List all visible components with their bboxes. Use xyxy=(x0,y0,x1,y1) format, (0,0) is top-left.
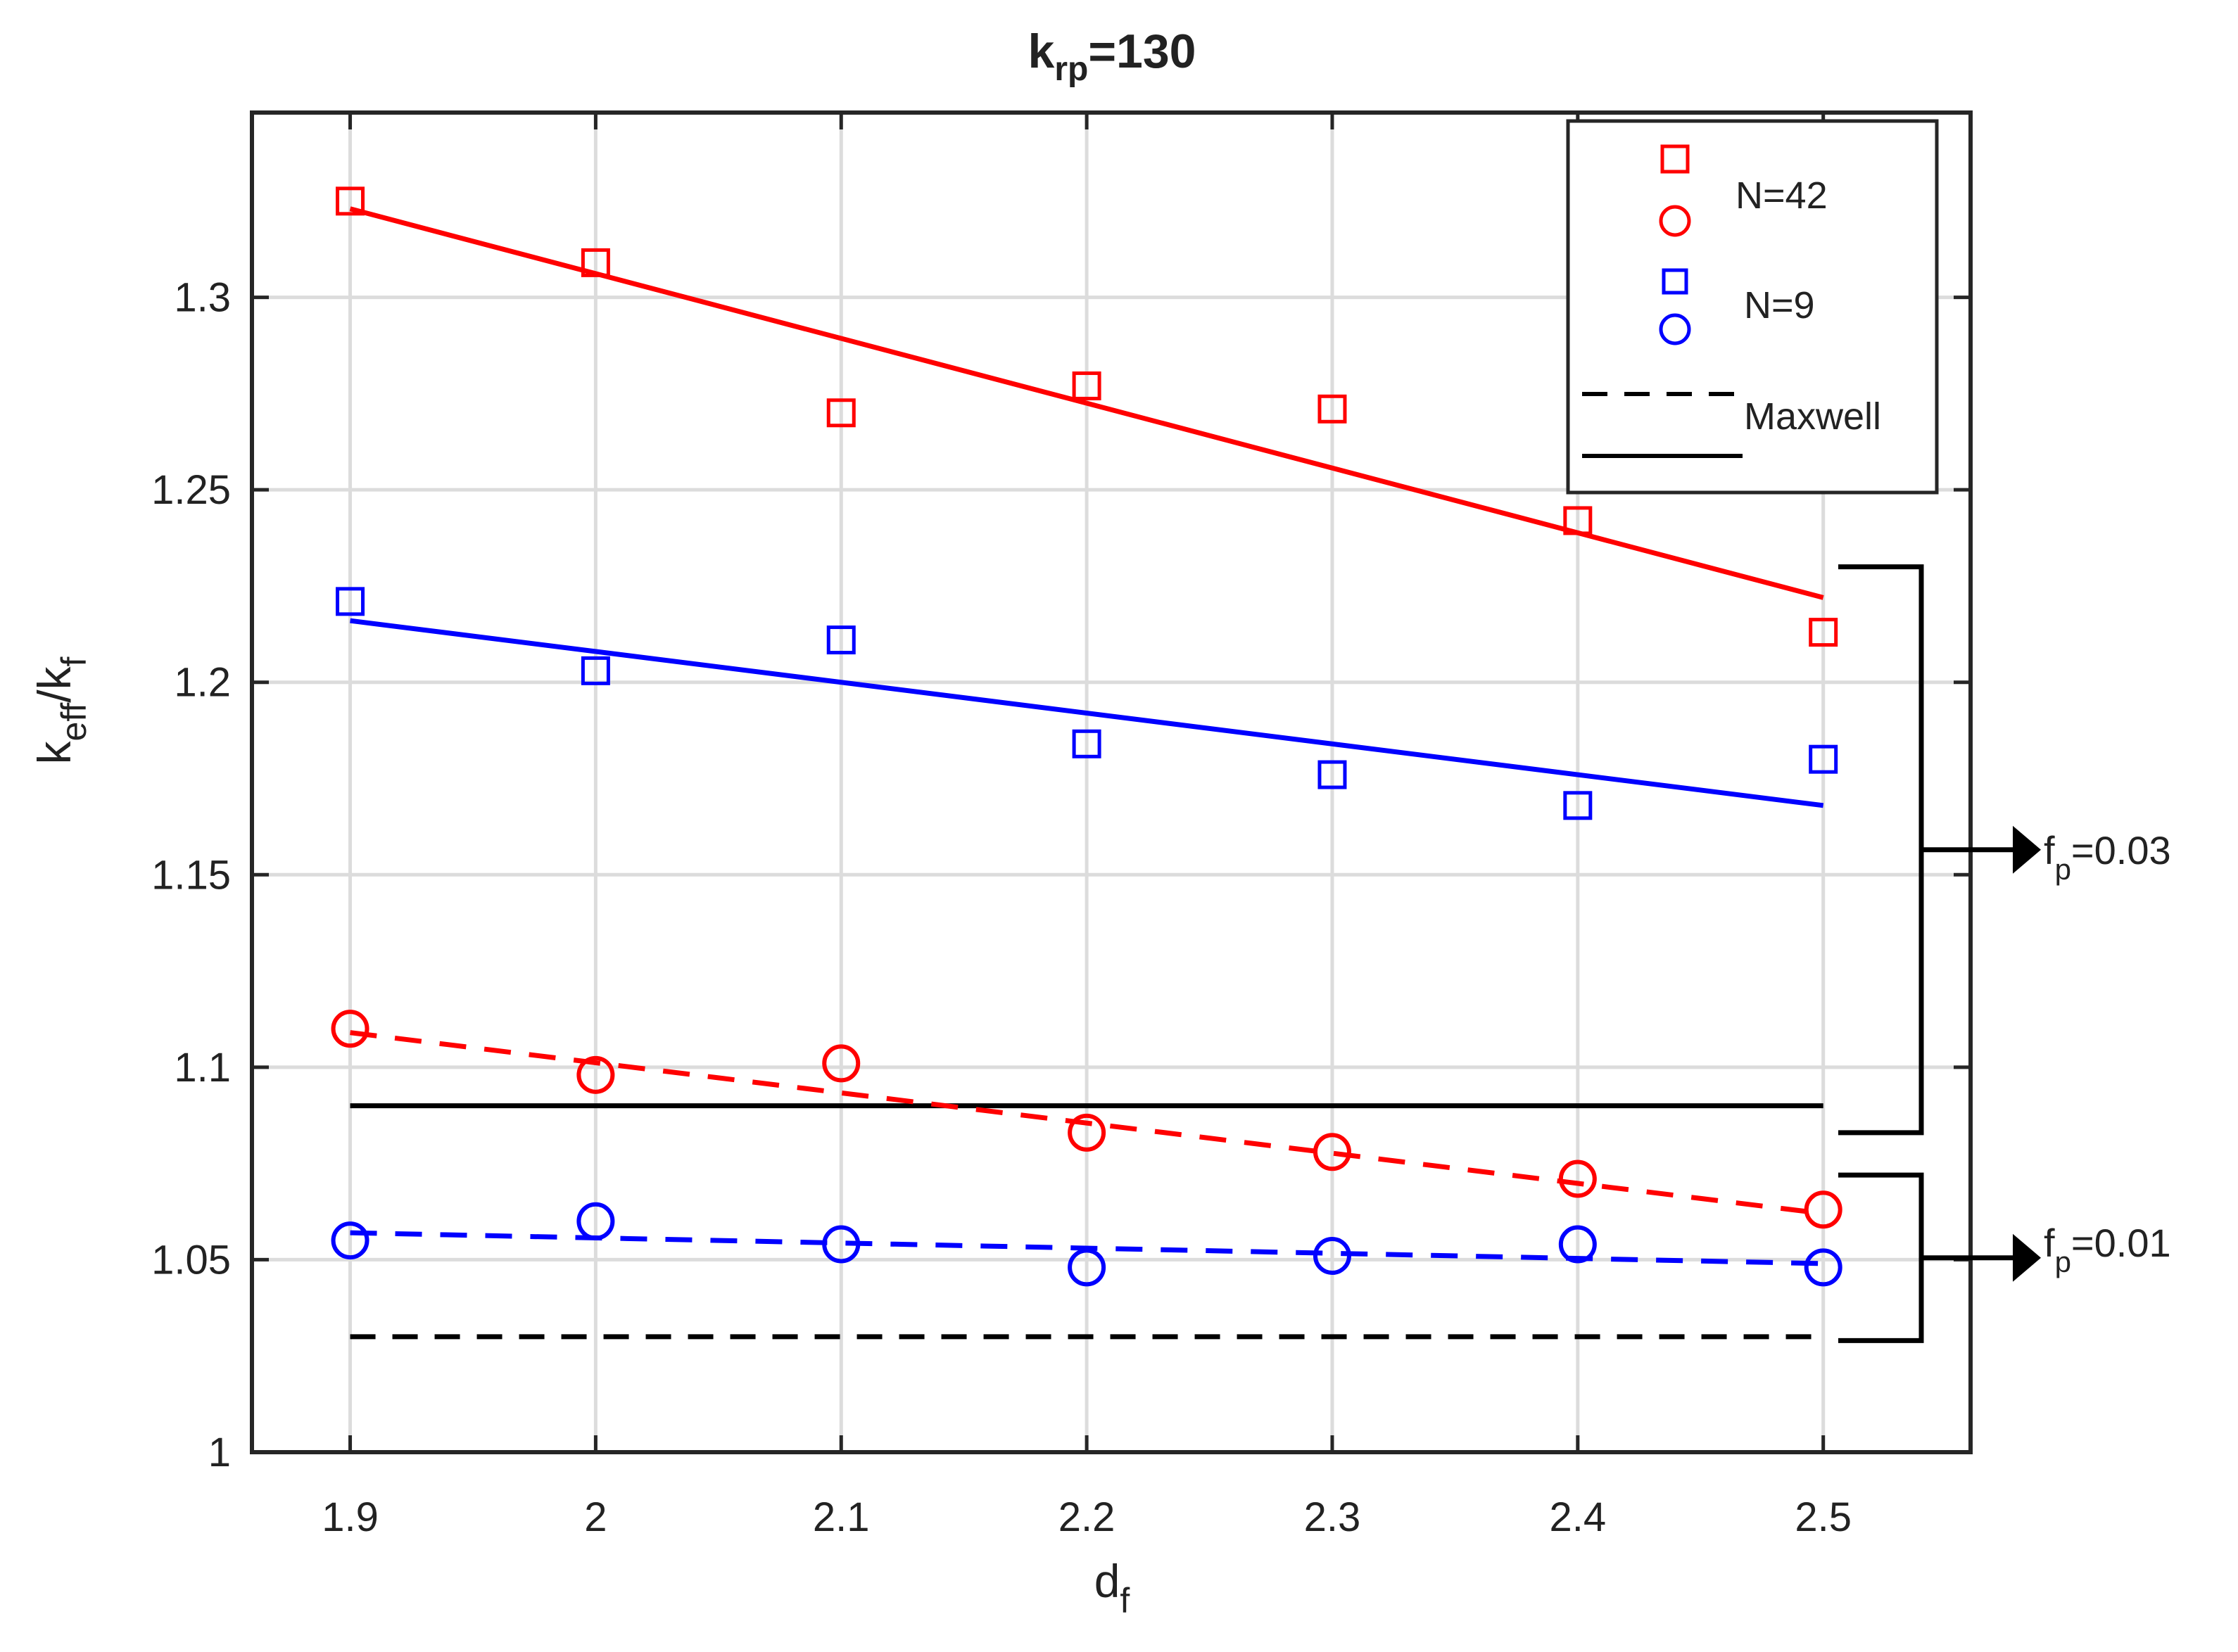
fit-line xyxy=(350,618,1824,808)
data-point-circle xyxy=(822,1225,861,1264)
annotation-fp-003-main: f xyxy=(2044,828,2055,872)
plot-frame xyxy=(250,110,1973,1454)
x-axis-label: df xyxy=(1094,1555,1130,1620)
arrow-head-icon xyxy=(2013,825,2041,874)
data-point-square xyxy=(1563,506,1593,535)
data-point-square xyxy=(1072,729,1101,758)
data-point-circle xyxy=(1313,1133,1351,1171)
x-tick-label: 2.5 xyxy=(1795,1494,1852,1540)
x-tick-label: 2.3 xyxy=(1304,1494,1361,1540)
y-tick-label: 1.05 xyxy=(151,1237,231,1283)
data-point-circle xyxy=(1804,1248,1842,1287)
data-point-square xyxy=(826,398,856,428)
data-points xyxy=(331,186,1842,1287)
legend: N=42 N=9 Maxwell xyxy=(1566,119,1939,495)
annotation-fp-001-main: f xyxy=(2044,1221,2055,1265)
data-point-square xyxy=(336,186,365,216)
x-axis-label-sub: f xyxy=(1120,1581,1130,1620)
data-point-circle xyxy=(1313,1236,1351,1275)
x-axis-label-main: d xyxy=(1094,1555,1120,1607)
annotation-fp-003-suffix: =0.03 xyxy=(2071,828,2171,872)
data-point-square xyxy=(1809,744,1838,774)
x-tick-label: 2.1 xyxy=(813,1494,870,1540)
data-point-circle xyxy=(331,1010,369,1048)
data-point-circle xyxy=(331,1221,369,1260)
annotation-fp-001-sub: p xyxy=(2055,1245,2071,1278)
data-point-circle xyxy=(576,1202,615,1240)
data-point-circle xyxy=(1558,1159,1597,1198)
legend-label-n9: N=9 xyxy=(1744,284,1815,326)
legend-circle-blue-icon xyxy=(1659,313,1691,345)
reference-lines xyxy=(350,1103,1823,1340)
grid xyxy=(252,113,1971,1452)
x-tick-label: 2.2 xyxy=(1058,1494,1115,1540)
data-point-circle xyxy=(1068,1248,1106,1287)
data-point-circle xyxy=(822,1044,861,1083)
arrow-head-icon xyxy=(2013,1233,2041,1282)
data-point-square xyxy=(1317,760,1347,789)
data-point-square xyxy=(581,656,610,685)
annotation-label-fp-003: fp=0.03 xyxy=(2044,828,2171,886)
chart-title: krp=130 xyxy=(1028,25,1196,88)
x-tick-label: 2 xyxy=(584,1494,607,1540)
annotation-label-fp-001: fp=0.01 xyxy=(2044,1221,2171,1278)
x-tick-label: 2.4 xyxy=(1550,1494,1607,1540)
y-axis-label-sub2: f xyxy=(54,656,94,666)
chart-title-sub: rp xyxy=(1054,51,1088,88)
y-tick-label: 1.25 xyxy=(151,467,231,513)
y-axis-label-sub1: eff xyxy=(54,703,94,742)
x-tick-label: 1.9 xyxy=(322,1494,379,1540)
y-tick-label: 1.15 xyxy=(151,852,231,898)
data-point-square xyxy=(1809,618,1838,647)
ticks: 1.9 2 2.1 2.2 2.3 2.4 2.5 1 1.05 1.1 1.15 1.2 1.25 1.… xyxy=(151,113,1971,1540)
annotation-fp-003-sub: p xyxy=(2055,853,2071,886)
legend-square-red-icon xyxy=(1660,144,1690,174)
data-point-square xyxy=(826,625,856,655)
data-point-circle xyxy=(1558,1225,1597,1264)
y-axis-label-main: k xyxy=(28,740,80,764)
annotation-fp-001-suffix: =0.01 xyxy=(2071,1221,2171,1265)
y-axis-label-mid: /k xyxy=(28,666,80,702)
data-point-square xyxy=(1072,371,1101,400)
data-point-square xyxy=(336,587,365,616)
fit-line xyxy=(350,1030,1824,1216)
y-axis-label: keff/kf xyxy=(28,656,94,764)
bracket-annotations xyxy=(1838,564,2041,1343)
data-point-square xyxy=(1563,791,1593,820)
legend-circle-red-icon xyxy=(1659,205,1691,237)
y-tick-label: 1.3 xyxy=(174,275,231,321)
data-point-square xyxy=(1317,394,1347,424)
chart-title-main: k xyxy=(1028,25,1055,78)
y-tick-label: 1 xyxy=(208,1430,231,1475)
data-point-circle xyxy=(576,1055,615,1094)
y-tick-label: 1.1 xyxy=(174,1045,231,1091)
legend-label-n42: N=42 xyxy=(1736,174,1828,217)
legend-label-maxwell: Maxwell xyxy=(1744,395,1881,438)
legend-box xyxy=(1566,119,1939,495)
legend-square-blue-icon xyxy=(1662,268,1688,295)
data-point-square xyxy=(581,248,610,277)
data-point-circle xyxy=(1068,1113,1106,1152)
data-point-circle xyxy=(1804,1190,1842,1229)
chart-title-suffix: =130 xyxy=(1088,25,1196,78)
y-tick-label: 1.2 xyxy=(174,660,231,706)
